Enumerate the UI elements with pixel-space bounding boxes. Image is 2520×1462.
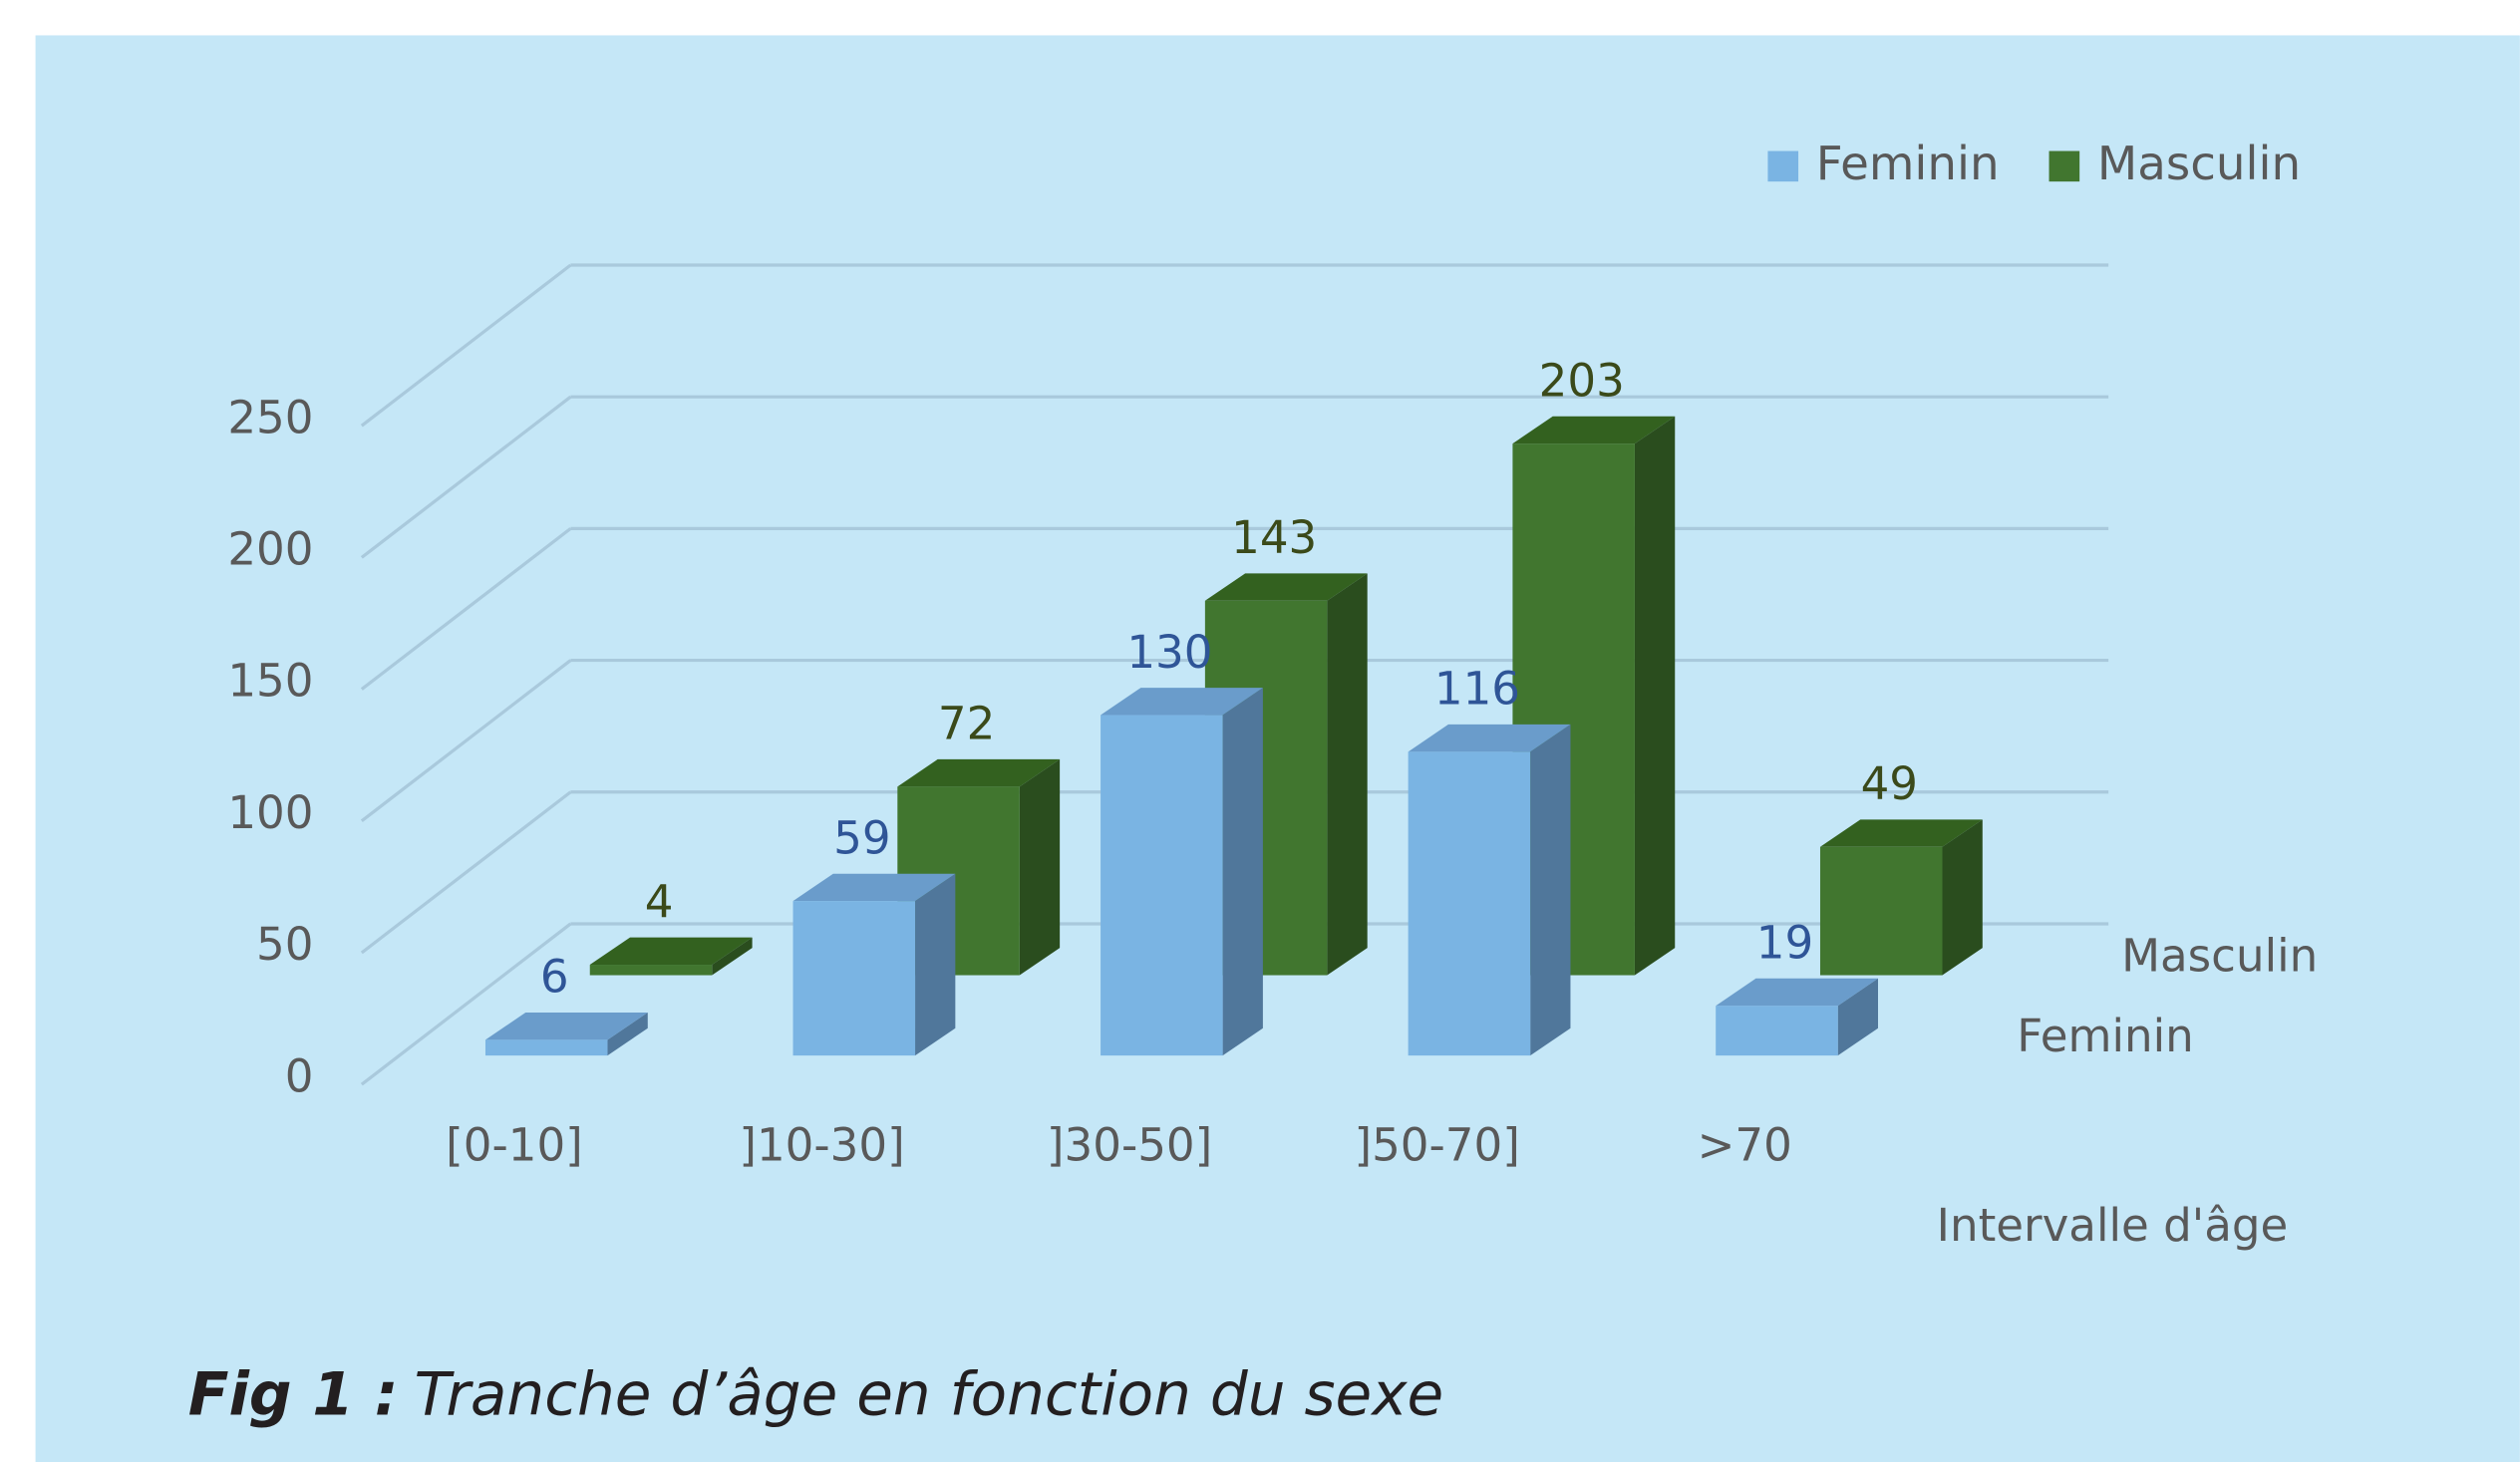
value-label: 59 xyxy=(833,811,890,864)
bar-front xyxy=(792,901,916,1056)
y-tick-label: 200 xyxy=(227,523,313,576)
x-tick-label: ]10-30] xyxy=(739,1119,904,1172)
value-label: 130 xyxy=(1126,626,1212,679)
y-tick-label: 100 xyxy=(227,786,313,839)
bar-side xyxy=(712,937,753,976)
y-tick-label: 0 xyxy=(285,1049,314,1102)
x-tick-label: ]50-70] xyxy=(1354,1119,1519,1172)
x-tick-label: >70 xyxy=(1698,1119,1792,1172)
bar xyxy=(1408,724,1571,1056)
grid-line-side xyxy=(360,527,572,691)
grid-line-side xyxy=(360,395,572,559)
bar-front xyxy=(1819,846,1943,976)
x-tick-label: [0-10] xyxy=(446,1119,583,1172)
caption-label: Fig 1 : xyxy=(188,1360,399,1429)
bar-side xyxy=(1530,724,1571,1056)
bar xyxy=(589,937,753,976)
bar-side xyxy=(1837,978,1879,1056)
legend-label: Masculin xyxy=(2097,138,2301,191)
y-tick-label: 150 xyxy=(227,655,313,708)
caption: Fig 1 : Tranche d’âge en fonction du sexe xyxy=(188,1360,1443,1429)
bar-front xyxy=(1408,751,1531,1056)
bar-top xyxy=(1204,573,1368,601)
bar-side xyxy=(1327,573,1368,976)
bar-top xyxy=(1408,724,1571,752)
legend-label: Feminin xyxy=(1816,138,2000,191)
legend-swatch xyxy=(1767,150,1799,182)
value-label: 49 xyxy=(1861,757,1918,810)
bar-top xyxy=(897,758,1061,787)
bar-side xyxy=(1222,688,1263,1056)
bar-side xyxy=(607,1012,648,1056)
bar-top xyxy=(1819,819,1983,847)
value-label: 19 xyxy=(1756,917,1813,970)
bar-top xyxy=(1716,978,1879,1007)
grid-line-side xyxy=(360,922,572,1086)
legend-swatch xyxy=(2048,150,2080,182)
grid-line-side xyxy=(360,659,572,823)
grid-line-side xyxy=(360,263,572,428)
depth-label: Masculin xyxy=(2121,929,2318,982)
value-label: 4 xyxy=(645,875,674,928)
caption-text: Tranche d’âge en fonction du sexe xyxy=(415,1360,1444,1429)
x-tick-label: ]30-50] xyxy=(1047,1119,1212,1172)
y-tick-label: 50 xyxy=(256,918,313,971)
x-axis-label: Intervalle d'âge xyxy=(1937,1199,2289,1252)
value-label: 116 xyxy=(1434,663,1520,716)
bar xyxy=(484,1012,648,1056)
bar xyxy=(1101,688,1263,1056)
value-label: 203 xyxy=(1539,354,1625,407)
bar-top xyxy=(1512,416,1676,444)
bar-side xyxy=(915,873,956,1056)
bar-top xyxy=(589,937,753,966)
bar-top xyxy=(1101,688,1263,716)
bar-top xyxy=(792,873,956,902)
bar-side xyxy=(1634,416,1676,976)
depth-label: Feminin xyxy=(2017,1010,2193,1062)
value-label: 72 xyxy=(938,698,995,750)
grid-line-side xyxy=(360,790,572,955)
bar-front xyxy=(1716,1006,1838,1056)
bar-top xyxy=(484,1012,648,1040)
bar-front xyxy=(1101,715,1223,1056)
bar xyxy=(792,873,956,1056)
bar-side xyxy=(1942,819,1983,976)
value-label: 6 xyxy=(540,951,569,1004)
bar-side xyxy=(1019,758,1061,976)
bar-front xyxy=(484,1039,608,1056)
value-label: 143 xyxy=(1231,511,1317,564)
bar xyxy=(1819,819,1983,976)
bar-front xyxy=(589,965,713,976)
y-tick-label: 250 xyxy=(227,391,313,443)
bar xyxy=(1716,978,1879,1056)
